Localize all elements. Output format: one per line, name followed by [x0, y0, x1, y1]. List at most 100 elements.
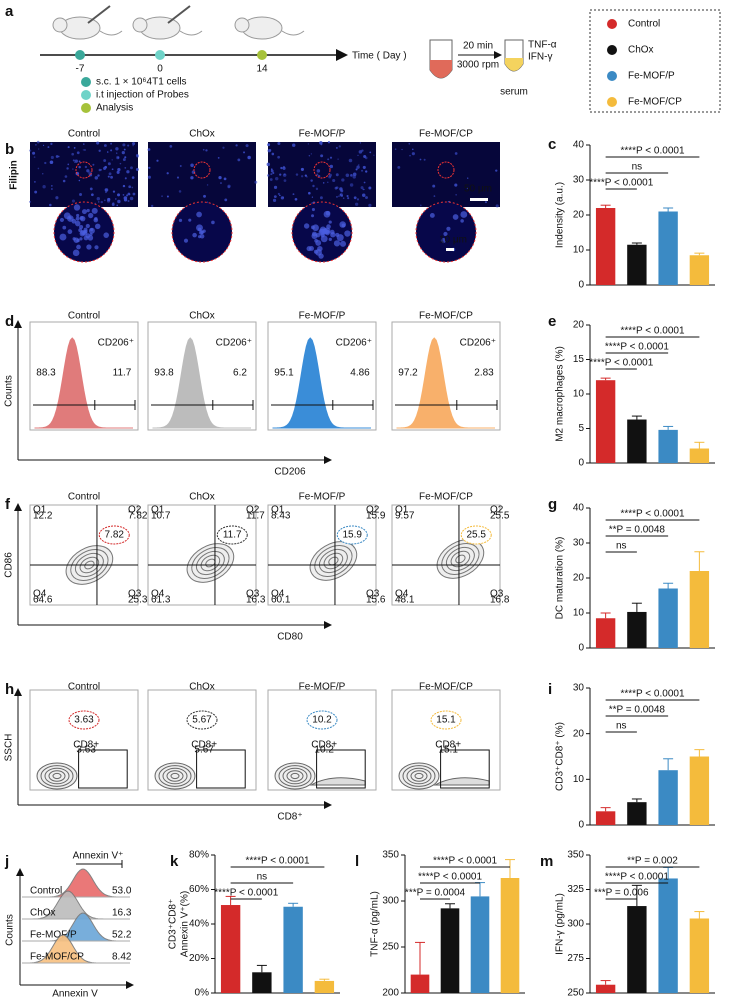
fluor-dot: [169, 144, 173, 148]
zoom-dot: [452, 214, 459, 220]
fluor-dot: [94, 176, 99, 180]
quadrant-value: 25.5: [490, 511, 510, 522]
contour: [74, 552, 104, 578]
step-dot: [81, 90, 91, 100]
histogram-frame: [267, 321, 377, 431]
fluor-dot: [352, 175, 356, 179]
fluor-dot: [122, 143, 126, 147]
y-tick-label: 200: [382, 988, 399, 999]
fluor-dot: [277, 155, 280, 159]
error-bar: [319, 978, 330, 981]
bar: [595, 618, 616, 648]
marker-label: CD206⁺: [98, 338, 134, 349]
zoom-dot: [83, 235, 89, 241]
fluor-dot: [279, 173, 282, 176]
mouse-icon: [132, 5, 203, 40]
bar: [440, 908, 460, 993]
step-label: Analysis: [96, 103, 133, 114]
zoom-dot: [440, 238, 446, 244]
roi: [193, 161, 211, 179]
bar: [220, 905, 241, 993]
highlight-value: 5.67: [192, 715, 212, 726]
fluor-dot: [292, 143, 296, 147]
error-bar: [663, 207, 674, 212]
fluor-dot: [401, 148, 403, 151]
fluor-dot: [127, 199, 130, 203]
fluor-dot: [49, 160, 54, 165]
right-percent: 4.86: [350, 368, 370, 379]
fluor-dot: [338, 195, 340, 197]
fluor-dot: [50, 184, 53, 187]
highlight-value: 10.2: [312, 715, 332, 726]
y-tick-label: 0: [578, 820, 584, 831]
highlight: [216, 525, 248, 545]
legend-label: Control: [628, 19, 660, 30]
tube2-serum: [505, 58, 523, 71]
row-label: ChOx: [30, 908, 56, 919]
column-title: Fe-MOF/CP: [419, 682, 473, 693]
mouse-tail: [179, 30, 203, 36]
zoom-dot: [59, 217, 65, 223]
fluor-dot: [327, 141, 331, 144]
fluor-dot: [348, 158, 353, 163]
syringe: [167, 5, 191, 24]
fluor-dot: [300, 175, 304, 178]
panel-label: f: [5, 496, 11, 513]
fluor-dot: [117, 199, 121, 204]
sample-label: serum: [500, 87, 528, 98]
fluor-dot: [66, 167, 69, 170]
y-axis-label: Counts: [5, 914, 16, 946]
stain-label: Filipin: [9, 160, 20, 189]
y-tick-label: 350: [567, 850, 584, 861]
error-bar: [288, 902, 299, 907]
zoom-dot: [188, 218, 192, 222]
step-label: i.t injection of Probes: [96, 90, 189, 101]
zoom-dot: [94, 223, 101, 230]
bar: [627, 802, 647, 825]
highlight: [460, 525, 492, 545]
fluor-dot: [202, 148, 205, 151]
fluor-dot: [273, 195, 277, 199]
quadrant-value: 16.3: [246, 595, 266, 606]
y-tick-label: 300: [382, 896, 399, 907]
timepoint-dot: [257, 50, 267, 60]
fluor-dot: [42, 185, 46, 189]
fluor-dot: [132, 144, 134, 147]
contour: [445, 546, 475, 572]
fluor-dot: [72, 168, 74, 170]
x-axis-label: CD206: [274, 467, 306, 478]
fluor-dot: [363, 154, 367, 158]
y-axis-label: DC maturation (%): [555, 537, 566, 620]
highlight-value: 25.5: [467, 530, 487, 541]
column-title: ChOx: [189, 492, 215, 503]
fluor-dot: [222, 146, 225, 149]
fluor-dot: [423, 158, 426, 161]
fluor-dot: [337, 158, 339, 160]
bar: [689, 918, 710, 993]
fluor-dot: [419, 158, 422, 161]
significance-label: **P = 0.002: [627, 856, 678, 867]
bar: [627, 906, 647, 993]
column-title: Fe-MOF/CP: [419, 492, 473, 503]
fluor-dot: [84, 165, 88, 169]
fluor-dot: [73, 147, 76, 149]
y-tick-label: 30: [573, 175, 585, 186]
significance-label: ns: [632, 162, 643, 173]
fluor-dot: [320, 154, 324, 158]
column-title: Fe-MOF/P: [299, 311, 346, 322]
fluor-dot: [352, 172, 357, 177]
fluor-dot: [178, 190, 182, 193]
zoom-dot: [325, 210, 331, 216]
timepoint-dot: [75, 50, 85, 60]
fluor-dot: [270, 168, 273, 171]
column-title: Fe-MOF/P: [299, 682, 346, 693]
fluor-dot: [357, 154, 359, 157]
dotplot-frame: [391, 504, 501, 606]
histogram: [396, 337, 495, 429]
fluor-dot: [132, 142, 136, 146]
y-tick-label: 350: [382, 850, 399, 861]
row-label: Fe-MOF/CP: [30, 952, 84, 963]
fluor-dot: [71, 199, 76, 203]
panel-label: c: [548, 136, 556, 153]
fluor-dot: [55, 196, 59, 200]
